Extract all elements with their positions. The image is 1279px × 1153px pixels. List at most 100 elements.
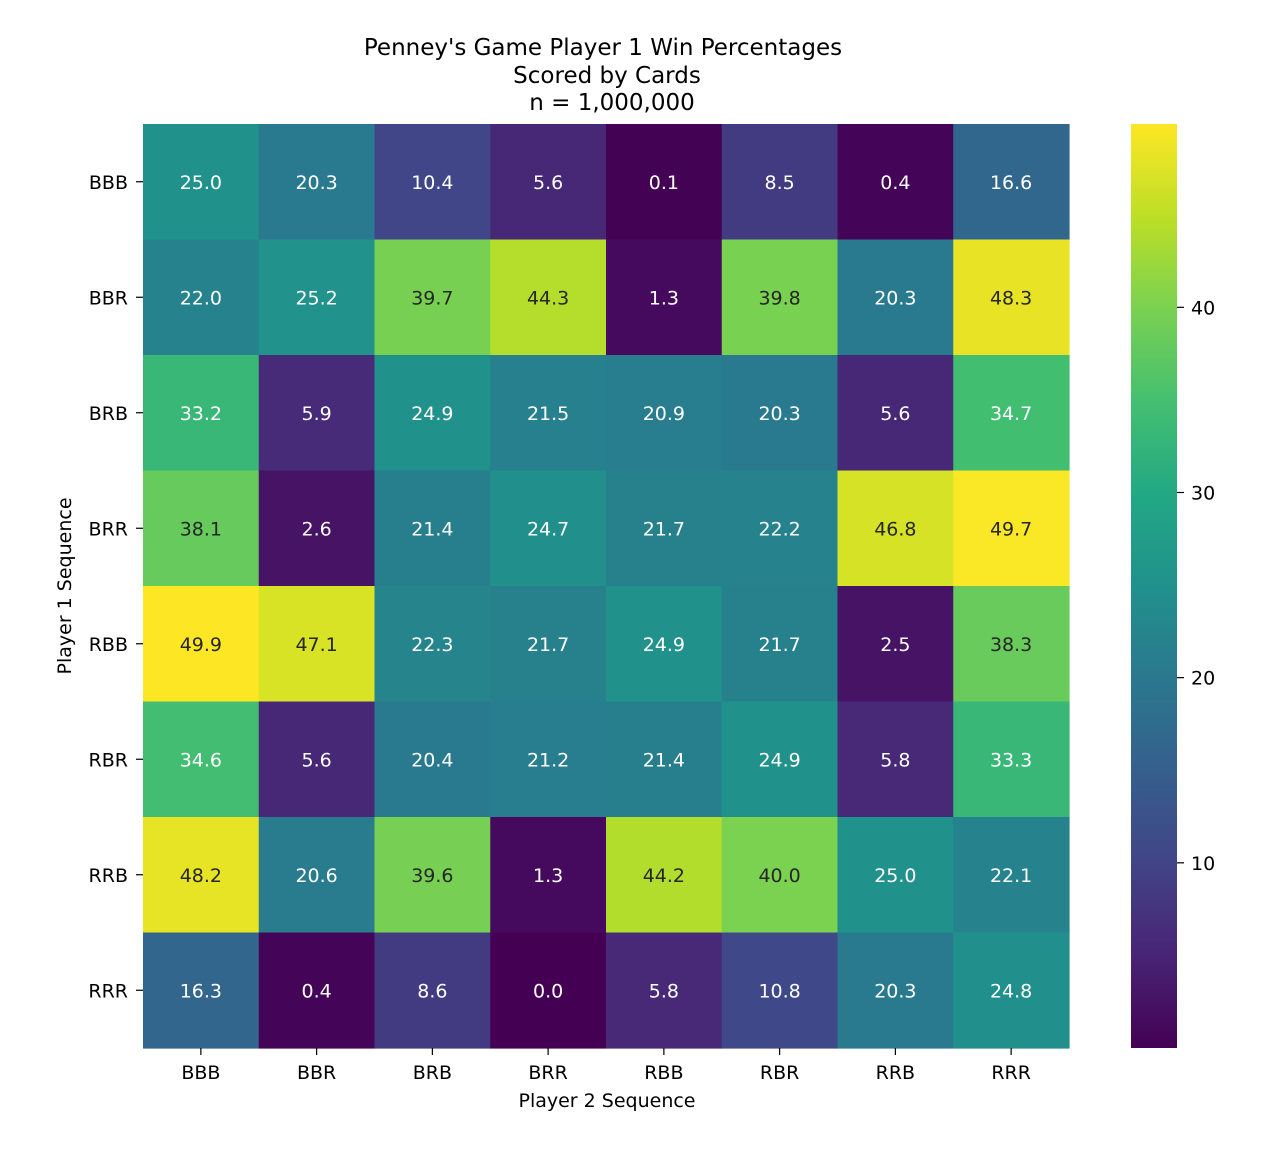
- cell-value-label: 20.9: [643, 403, 685, 425]
- cell-value-label: 5.6: [533, 172, 563, 194]
- heatmap-cell: [374, 586, 491, 703]
- cell-value-label: 49.7: [990, 518, 1032, 540]
- heatmap-cell: [258, 470, 376, 587]
- cell-value-label: 49.9: [180, 634, 222, 656]
- colorbar-tick-label: 10: [1191, 853, 1215, 875]
- x-tick-label: BRB: [413, 1062, 452, 1084]
- x-axis-ticks: BBB BBR BRB BRR RBB RBR RRB RRR: [181, 1048, 1031, 1084]
- cell-value-label: 46.8: [874, 518, 916, 540]
- cell-value-label: 8.6: [417, 980, 447, 1002]
- cell-value-label: 20.3: [874, 980, 916, 1002]
- y-tick-label: RBR: [89, 749, 128, 771]
- cell-value-label: 38.3: [990, 634, 1032, 656]
- cell-value-label: 5.8: [649, 980, 679, 1002]
- cell-value-label: 24.9: [411, 403, 453, 425]
- heatmap-cell: [721, 701, 839, 818]
- heatmap-cell: [143, 239, 260, 356]
- heatmap-cell: [490, 817, 607, 934]
- heatmap-cell: [143, 817, 260, 934]
- heatmap-cell: [374, 932, 491, 1049]
- cell-value-label: 34.7: [990, 403, 1032, 425]
- cell-value-label: 24.8: [990, 980, 1032, 1002]
- x-tick-label: BBR: [297, 1062, 336, 1084]
- heatmap-cell: [143, 586, 260, 703]
- cell-value-label: 5.6: [880, 403, 910, 425]
- heatmap-cell: [490, 124, 607, 241]
- heatmap-cell: [258, 932, 376, 1049]
- chart-title: Penney's Game Player 1 Win Percentages S…: [364, 35, 842, 116]
- cell-value-label: 21.4: [411, 518, 453, 540]
- cell-value-label: 0.0: [533, 980, 563, 1002]
- cell-value-label: 10.4: [411, 172, 453, 194]
- heatmap-cell: [837, 239, 954, 356]
- cell-value-label: 0.1: [649, 172, 679, 194]
- heatmap-cell: [837, 817, 954, 934]
- cell-value-label: 47.1: [295, 634, 337, 656]
- cell-value-label: 24.7: [527, 518, 569, 540]
- cell-value-label: 21.4: [643, 749, 685, 771]
- heatmap-cell: [953, 701, 1070, 818]
- x-tick-label: RBB: [644, 1062, 683, 1084]
- cell-value-label: 22.1: [990, 865, 1032, 887]
- heatmap-cell: [258, 701, 376, 818]
- cell-value-label: 22.0: [180, 287, 222, 309]
- cell-value-label: 8.5: [765, 172, 795, 194]
- heatmap-cell: [953, 817, 1070, 934]
- y-tick-label: BBB: [89, 172, 128, 194]
- colorbar-gradient: [1131, 124, 1177, 1048]
- heatmap-cell: [143, 701, 260, 818]
- cell-value-label: 44.2: [643, 865, 685, 887]
- cell-value-label: 20.3: [295, 172, 337, 194]
- heatmap-cell: [837, 124, 954, 241]
- cell-value-label: 33.2: [180, 403, 222, 425]
- cell-value-label: 20.3: [874, 287, 916, 309]
- heatmap-cell: [143, 355, 260, 472]
- heatmap-cell: [721, 124, 839, 241]
- heatmap-cell: [837, 586, 954, 703]
- cell-value-label: 21.5: [527, 403, 569, 425]
- heatmap-cell: [374, 355, 491, 472]
- heatmap-cell: [490, 355, 607, 472]
- x-tick-label: RRR: [991, 1062, 1031, 1084]
- title-line-3: n = 1,000,000: [529, 90, 695, 116]
- heatmap-cell: [837, 932, 954, 1049]
- cell-value-label: 48.2: [180, 865, 222, 887]
- heatmap-cell: [374, 470, 491, 587]
- x-tick-label: RRB: [876, 1062, 915, 1084]
- heatmap-cell: [606, 817, 723, 934]
- y-tick-label: RRB: [89, 865, 128, 887]
- heatmap-cell: [490, 932, 607, 1049]
- x-tick-label: BRR: [528, 1062, 567, 1084]
- heatmap-cell: [606, 932, 723, 1049]
- cell-value-label: 25.0: [180, 172, 222, 194]
- heatmap-cell: [490, 701, 607, 818]
- heatmap-cell: [606, 470, 723, 587]
- heatmap-cell: [258, 124, 376, 241]
- cell-value-label: 39.6: [411, 865, 453, 887]
- y-tick-label: RBB: [89, 634, 128, 656]
- heatmap-cell: [721, 586, 839, 703]
- cell-value-label: 21.7: [758, 634, 800, 656]
- heatmap-cell: [721, 932, 839, 1049]
- y-tick-label: BRR: [89, 518, 128, 540]
- heatmap-cell: [606, 124, 723, 241]
- cell-value-label: 24.9: [758, 749, 800, 771]
- colorbar-tick-label: 20: [1191, 668, 1215, 690]
- colorbar-tick-label: 40: [1191, 297, 1215, 319]
- cell-value-label: 20.4: [411, 749, 453, 771]
- heatmap-cell: [837, 701, 954, 818]
- heatmap-cell: [490, 586, 607, 703]
- cell-value-label: 24.9: [643, 634, 685, 656]
- heatmap-cell: [490, 239, 607, 356]
- heatmap-cell: [606, 239, 723, 356]
- cell-value-label: 0.4: [302, 980, 332, 1002]
- heatmap-cell: [374, 701, 491, 818]
- y-axis-ticks: BBB BBR BRB BRR RBB RBR RRB RRR: [88, 172, 143, 1002]
- heatmap-cell: [953, 932, 1070, 1049]
- heatmap-cell: [721, 470, 839, 587]
- y-tick-label: RRR: [88, 980, 128, 1002]
- heatmap-cell: [374, 817, 491, 934]
- y-axis-label: Player 1 Sequence: [54, 497, 76, 674]
- cell-value-label: 20.3: [758, 403, 800, 425]
